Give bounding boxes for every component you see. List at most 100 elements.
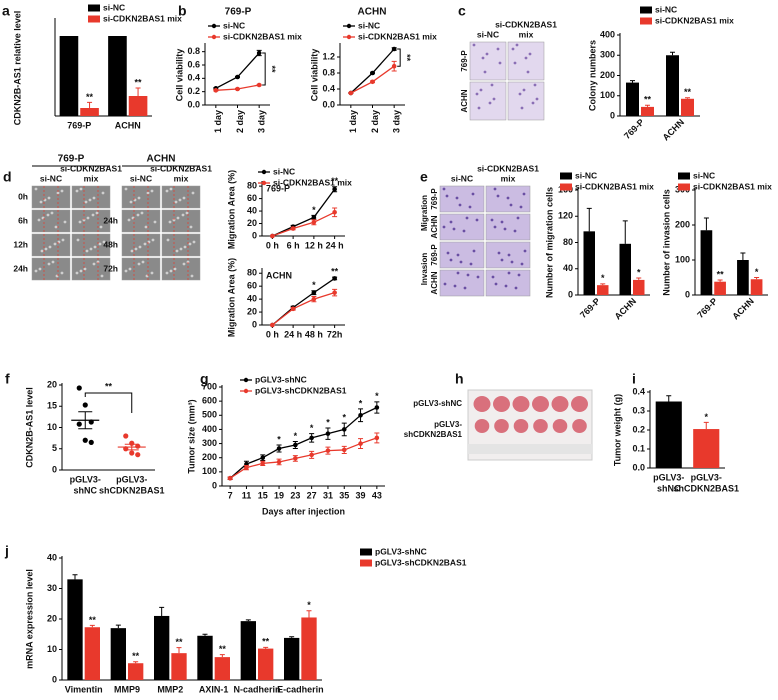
error-bar bbox=[685, 97, 690, 99]
texture bbox=[153, 220, 157, 224]
y-tick-label: 20 bbox=[47, 613, 57, 623]
point bbox=[309, 435, 314, 441]
texture bbox=[93, 245, 97, 249]
y-tick-label: 80 bbox=[563, 237, 573, 247]
error-bar bbox=[306, 610, 312, 618]
tumor bbox=[572, 419, 587, 433]
bar bbox=[301, 617, 317, 680]
image-cell bbox=[161, 257, 201, 281]
legend-label: si-CDKN2BAS1 mix bbox=[693, 181, 772, 191]
line bbox=[229, 406, 378, 479]
error-bar bbox=[754, 277, 760, 280]
x-tick-label: 12 h bbox=[305, 240, 323, 250]
x-tick-label: 0 h bbox=[266, 240, 279, 250]
texture bbox=[143, 242, 147, 246]
legend-marker bbox=[211, 23, 217, 29]
x-tick-label: 39 bbox=[356, 490, 366, 500]
point bbox=[129, 450, 135, 456]
texture bbox=[469, 262, 473, 266]
texture bbox=[130, 249, 134, 253]
texture bbox=[150, 189, 154, 193]
x-tick-label: 48 h bbox=[305, 329, 323, 339]
texture bbox=[475, 92, 479, 96]
image-cell bbox=[71, 233, 111, 257]
point bbox=[374, 435, 380, 441]
texture bbox=[124, 269, 128, 273]
point bbox=[309, 452, 314, 458]
texture bbox=[138, 245, 142, 249]
significance: * bbox=[312, 205, 316, 215]
point bbox=[260, 461, 266, 466]
y-tick-label: 30 bbox=[47, 583, 57, 593]
legend-swatch bbox=[88, 15, 100, 23]
texture bbox=[44, 247, 48, 251]
x-tick-label: ACHN bbox=[115, 120, 141, 130]
bar bbox=[641, 106, 654, 116]
row-label: 48h bbox=[103, 239, 118, 249]
image-cell bbox=[121, 233, 161, 257]
point bbox=[276, 446, 282, 451]
texture bbox=[92, 196, 96, 200]
point bbox=[76, 421, 82, 427]
legend-swatch bbox=[640, 6, 652, 14]
x-tick-label: shCDKN2BAS1 bbox=[99, 485, 165, 495]
texture bbox=[146, 191, 150, 195]
legend-swatch bbox=[360, 559, 372, 567]
texture bbox=[84, 200, 88, 204]
column-label: mix bbox=[519, 29, 534, 39]
row-label: pGLV3-shNC bbox=[413, 399, 462, 408]
row-label: 769-P bbox=[430, 188, 439, 210]
bar bbox=[197, 635, 213, 680]
texture bbox=[468, 205, 472, 209]
legend-label: si-NC bbox=[655, 4, 677, 14]
bar bbox=[681, 98, 694, 116]
texture bbox=[79, 187, 83, 191]
texture bbox=[496, 47, 500, 51]
y-tick-label: 20 bbox=[247, 218, 257, 228]
error-bar bbox=[586, 207, 592, 232]
row-label: 0h bbox=[18, 191, 28, 201]
texture bbox=[459, 260, 463, 264]
x-tick-label: 19 bbox=[274, 490, 284, 500]
point bbox=[270, 322, 275, 328]
column-label: si-NC bbox=[40, 173, 62, 183]
texture bbox=[519, 205, 523, 209]
texture bbox=[46, 213, 50, 217]
legend-swatch bbox=[678, 172, 690, 180]
tumor bbox=[493, 396, 510, 412]
image-cell bbox=[439, 241, 485, 269]
legend-swatch bbox=[560, 183, 572, 191]
texture bbox=[182, 196, 186, 200]
x-tick-label: Vimentin bbox=[65, 684, 103, 694]
panel-label: a bbox=[2, 3, 10, 19]
error-bar bbox=[245, 619, 251, 622]
x-tick-label: 11 bbox=[242, 490, 252, 500]
error-bar bbox=[89, 624, 95, 628]
texture bbox=[503, 227, 507, 231]
x-tick-label: ACHN bbox=[730, 296, 755, 321]
texture bbox=[169, 269, 173, 273]
y-axis-label: Tumor weight (g) bbox=[612, 394, 622, 466]
error-bar bbox=[717, 279, 723, 282]
point bbox=[290, 226, 296, 231]
image-cell bbox=[121, 209, 161, 233]
y-tick-label: 200 bbox=[600, 70, 615, 80]
texture bbox=[86, 216, 90, 220]
y-tick-label: 300 bbox=[202, 438, 217, 448]
point bbox=[358, 412, 363, 418]
legend-label: si-CDKN2BAS1 mix bbox=[358, 31, 437, 41]
significance: ** bbox=[684, 87, 692, 97]
texture bbox=[63, 220, 67, 224]
texture bbox=[515, 43, 519, 47]
texture bbox=[520, 262, 524, 266]
legend-label: si-NC bbox=[575, 170, 597, 180]
bar bbox=[80, 108, 99, 116]
line bbox=[271, 292, 335, 326]
texture bbox=[101, 191, 105, 195]
bar bbox=[583, 231, 595, 295]
texture bbox=[497, 251, 501, 255]
significance: * bbox=[277, 434, 281, 444]
error-bar bbox=[703, 217, 709, 231]
error-bar bbox=[289, 636, 295, 638]
legend-label: si-NC bbox=[693, 170, 715, 180]
